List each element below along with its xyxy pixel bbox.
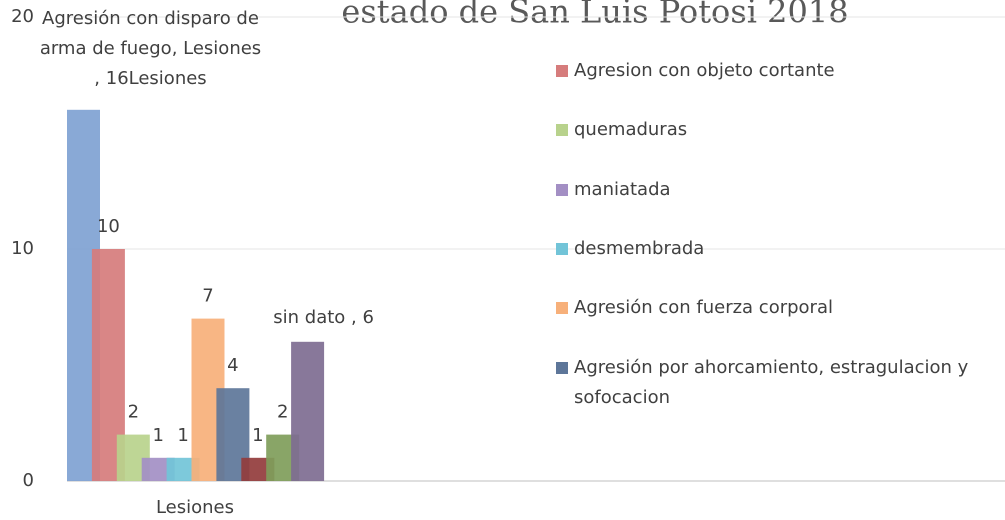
legend-label: maniatada xyxy=(574,178,671,200)
data-label: Agresión con disparo de arma de fuego, L… xyxy=(39,8,262,89)
data-label: 10 xyxy=(97,216,120,237)
legend-label: quemaduras xyxy=(574,119,688,141)
data-label: 7 xyxy=(202,286,213,307)
bar xyxy=(166,457,200,481)
data-label: sin dato , 6 xyxy=(273,307,374,328)
legend-entry: Agresión con fuerza corporal xyxy=(556,293,996,323)
y-tick-label: 20 xyxy=(11,6,34,27)
legend-swatch xyxy=(556,361,568,374)
data-label: 2 xyxy=(128,402,139,423)
legend-entry: Agresión por ahorcamiento, estragulacion… xyxy=(556,353,996,413)
data-label: 1 xyxy=(152,425,163,446)
legend-entry: desmembrada xyxy=(556,234,996,264)
bar xyxy=(241,457,275,481)
legend-label: Agresion con objeto cortante xyxy=(574,60,835,81)
bar xyxy=(291,341,325,481)
legend-label: Agresión por ahorcamiento, estragulacion… xyxy=(574,356,969,408)
legend-swatch xyxy=(556,183,568,196)
y-tick-label: 0 xyxy=(23,470,34,491)
x-tick-label: Lesiones xyxy=(156,497,234,518)
chart-title: estado de San Luis Potosi 2018 xyxy=(341,0,848,31)
legend-entry: maniatada xyxy=(556,175,996,205)
legend-entry: quemaduras xyxy=(556,115,996,145)
legend-swatch xyxy=(556,124,568,137)
data-label: 4 xyxy=(227,355,238,376)
legend-swatch xyxy=(556,65,568,77)
legend-entry: Agresion con objeto cortante xyxy=(556,56,996,86)
y-tick-label: 10 xyxy=(11,238,34,259)
legend-swatch xyxy=(556,302,568,315)
data-label: 1 xyxy=(252,425,263,446)
bar xyxy=(141,457,175,481)
data-label: 2 xyxy=(277,402,288,423)
legend-swatch xyxy=(556,242,568,255)
data-label: 1 xyxy=(177,425,188,446)
legend-label: Agresión con fuerza corporal xyxy=(574,297,833,319)
legend-label: desmembrada xyxy=(574,237,705,259)
